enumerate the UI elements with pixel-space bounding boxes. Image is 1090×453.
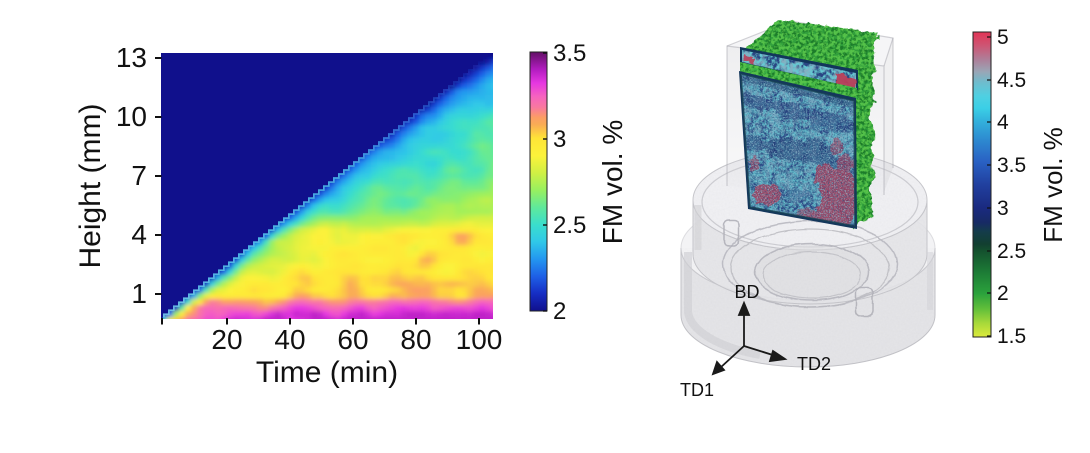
- svg-text:FM vol. %: FM vol. %: [597, 120, 628, 244]
- svg-text:Height (mm): Height (mm): [74, 103, 107, 268]
- svg-text:2.5: 2.5: [553, 212, 586, 239]
- svg-text:Time (min): Time (min): [256, 356, 398, 389]
- svg-text:5: 5: [997, 26, 1009, 49]
- svg-text:1: 1: [131, 278, 147, 309]
- svg-text:10: 10: [116, 101, 147, 132]
- svg-text:2: 2: [997, 282, 1009, 305]
- svg-text:4: 4: [131, 219, 147, 250]
- svg-text:7: 7: [131, 160, 147, 191]
- svg-text:3.5: 3.5: [553, 40, 586, 67]
- svg-text:2.5: 2.5: [997, 240, 1026, 263]
- svg-text:TD2: TD2: [797, 354, 831, 374]
- svg-text:4: 4: [997, 111, 1009, 134]
- svg-text:40: 40: [274, 324, 305, 355]
- svg-text:2: 2: [553, 298, 566, 325]
- svg-text:3: 3: [553, 126, 566, 153]
- svg-text:100: 100: [456, 324, 503, 355]
- svg-text:4.5: 4.5: [997, 69, 1026, 92]
- svg-text:20: 20: [211, 324, 242, 355]
- svg-text:3.5: 3.5: [997, 154, 1026, 177]
- svg-text:1.5: 1.5: [997, 325, 1026, 348]
- svg-text:TD1: TD1: [680, 380, 714, 400]
- svg-text:BD: BD: [734, 282, 759, 302]
- svg-text:FM vol. %: FM vol. %: [1038, 127, 1068, 243]
- svg-text:60: 60: [337, 324, 368, 355]
- svg-text:3: 3: [997, 197, 1009, 220]
- svg-text:13: 13: [116, 42, 147, 73]
- svg-text:80: 80: [400, 324, 431, 355]
